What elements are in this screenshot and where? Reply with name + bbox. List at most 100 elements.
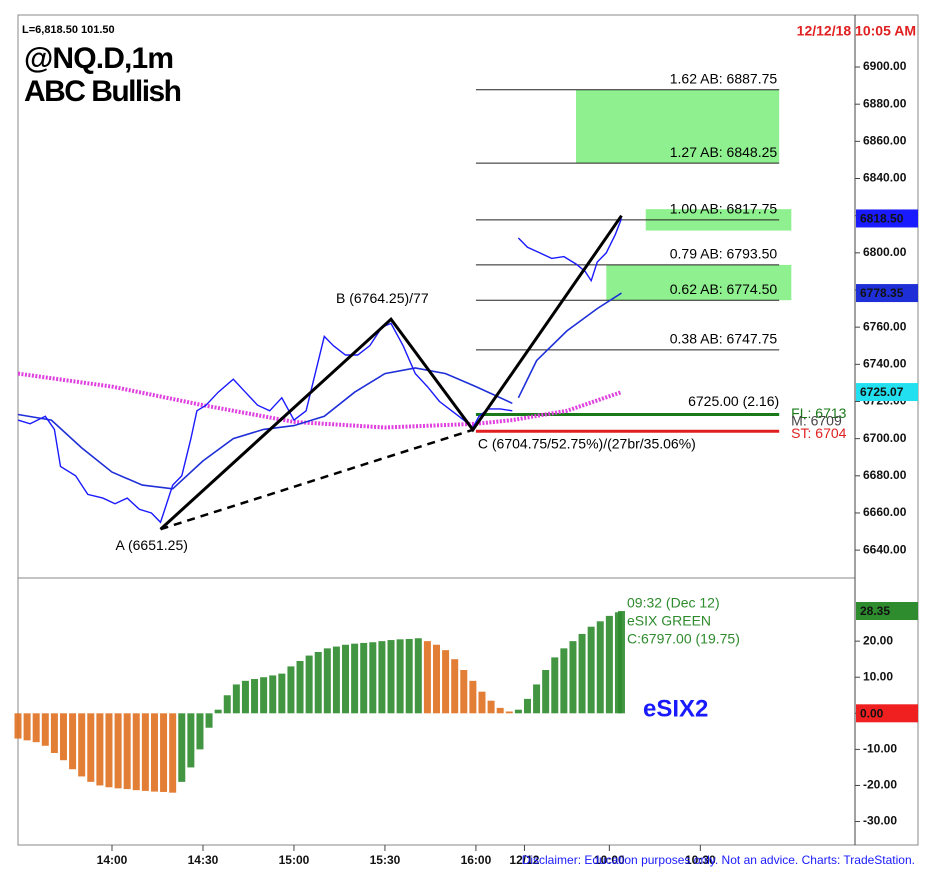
histogram-bar <box>460 670 468 714</box>
x-tick-label: 12/12 <box>509 853 539 867</box>
histogram-bar <box>196 713 204 750</box>
histogram-bar <box>78 713 86 777</box>
histogram-bar <box>342 644 350 714</box>
histogram-bar <box>123 713 131 790</box>
histogram-bar <box>305 655 313 714</box>
target-zone <box>606 264 792 301</box>
x-tick-label: 14:30 <box>188 853 219 867</box>
price-flag-label: 28.35 <box>860 604 890 618</box>
price-line <box>17 218 623 524</box>
histogram-bar <box>223 695 231 714</box>
fib-level-label: 1.00 AB: 6817.75 <box>670 201 778 217</box>
histogram-bar <box>141 713 149 791</box>
histogram-bar <box>132 713 140 791</box>
fib-level-label: 0.62 AB: 6774.50 <box>670 281 778 297</box>
stop-label: ST: 6704 <box>791 425 846 441</box>
price-line <box>17 371 623 430</box>
price-flag-label: 6778.35 <box>860 286 904 300</box>
histogram-bar <box>605 615 613 714</box>
histogram-bar <box>32 713 40 743</box>
x-tick-label: 14:00 <box>97 853 128 867</box>
pattern-label: B (6764.25)/77 <box>336 290 429 306</box>
footer: Disclaimer: Education purposes only. Not… <box>522 853 915 867</box>
indicator-note: C:6797.00 (19.75) <box>627 631 740 647</box>
stop-label: M: 6709 <box>791 413 842 429</box>
histogram-bar <box>551 657 559 714</box>
histogram-bar <box>59 713 67 761</box>
histogram-bar <box>442 650 450 714</box>
histogram-bar <box>214 709 222 714</box>
histogram-bar <box>451 659 459 714</box>
fib-level-label: 1.62 AB: 6887.75 <box>670 70 778 86</box>
y-tick-label: 6800.00 <box>863 245 907 259</box>
chart-title: @NQ.D,1m <box>24 42 174 75</box>
x-tick-label: 15:00 <box>279 853 310 867</box>
timestamp: 12/12/18 10:05 AM <box>797 23 916 39</box>
price-line <box>17 292 622 490</box>
fib-level-label: 0.79 AB: 6793.50 <box>670 246 778 262</box>
histogram-bar <box>578 633 586 714</box>
histogram-bar <box>169 713 177 793</box>
fib-level-label: 1.27 AB: 6848.25 <box>670 144 778 160</box>
histogram-bar <box>378 641 386 714</box>
histogram-bar <box>360 642 368 714</box>
price-flag <box>856 209 918 228</box>
y-tick-label: -20.00 <box>863 778 897 792</box>
a-c-line <box>160 428 474 531</box>
histogram-bar <box>396 639 404 714</box>
histogram-bar <box>296 660 304 714</box>
histogram-bar <box>150 713 158 792</box>
price-flag-label: 0.00 <box>860 706 884 720</box>
chart-subtitle: ABC Bullish <box>24 75 182 108</box>
histogram-bar <box>278 673 286 714</box>
y-tick-label: 6640.00 <box>863 542 907 556</box>
entry-label: 6725.00 (2.16) <box>688 393 779 409</box>
x-tick-label: 10:30 <box>685 853 716 867</box>
histogram-bar <box>596 621 604 714</box>
histogram-bar <box>105 713 113 788</box>
histogram-bar <box>478 691 486 714</box>
histogram-bar <box>505 711 513 714</box>
x-tick-label: 10:00 <box>594 853 625 867</box>
histogram-bar <box>414 638 422 714</box>
histogram-bar <box>587 626 595 714</box>
plot-layer: 6640.006660.006680.006700.006720.006740.… <box>14 59 918 867</box>
indicator-note: 09:32 (Dec 12) <box>627 595 720 611</box>
histogram-bar <box>41 713 49 746</box>
histogram-bar <box>14 713 22 739</box>
histogram-bar <box>542 670 550 714</box>
histogram-bar <box>205 713 213 728</box>
histogram-bar <box>496 707 504 714</box>
y-tick-label: 10.00 <box>863 669 893 683</box>
histogram-bar <box>314 651 322 714</box>
indicator-name: eSIX2 <box>643 695 708 722</box>
histogram-bar <box>260 677 268 714</box>
histogram-bar <box>160 713 168 792</box>
histogram-bar <box>433 644 440 714</box>
histogram-bar <box>617 611 625 714</box>
y-tick-label: 6760.00 <box>863 319 907 333</box>
y-tick-label: -30.00 <box>863 814 897 828</box>
quote: L=6,818.50 101.50 <box>22 24 115 36</box>
indicator-note: eSIX GREEN <box>627 613 711 629</box>
y-tick-label: -10.00 <box>863 742 897 756</box>
histogram-bar <box>287 666 295 714</box>
y-tick-label: 6700.00 <box>863 431 907 445</box>
histogram-bar <box>569 641 577 714</box>
histogram-bar <box>178 713 186 782</box>
histogram-bar <box>23 713 31 741</box>
y-tick-label: 6840.00 <box>863 171 907 185</box>
y-tick-label: 20.00 <box>863 633 893 647</box>
histogram-bar <box>114 713 122 789</box>
histogram-bar <box>323 648 331 714</box>
histogram-bar <box>560 648 568 714</box>
price-flag-label: 6725.07 <box>860 385 904 399</box>
y-tick-label: 6740.00 <box>863 356 907 370</box>
histogram-bar <box>523 698 531 714</box>
histogram-bar <box>187 713 195 768</box>
histogram-bar <box>251 679 259 714</box>
histogram-bar <box>405 638 413 714</box>
histogram-bar <box>351 643 359 714</box>
pattern-label: C (6704.75/52.75%)/(27br/35.06%) <box>478 436 696 452</box>
